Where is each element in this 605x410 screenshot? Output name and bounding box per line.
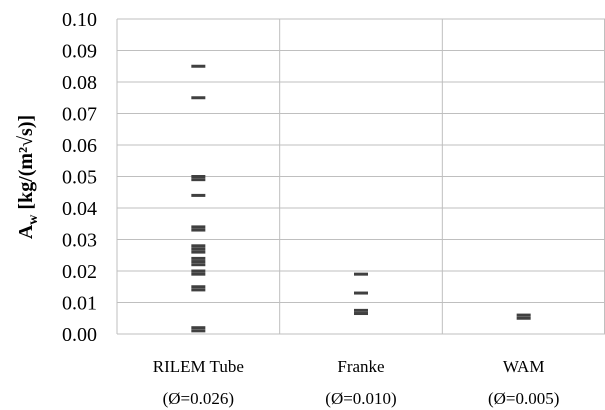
y-tick-label: 0.03 (62, 230, 97, 252)
gridlines (116, 18, 605, 335)
data-point-dash (191, 260, 206, 264)
data-point-dash (191, 256, 206, 260)
data-point-dash (191, 285, 206, 289)
data-point-dash (191, 269, 206, 273)
category-label: Franke (337, 357, 384, 376)
data-marks (191, 64, 531, 333)
data-point-dash (191, 326, 206, 330)
y-tick-label: 0.06 (62, 135, 97, 157)
y-tick-label: 0.08 (62, 72, 97, 94)
data-point-dash (191, 178, 206, 182)
category-note: (Ø=0.010) (325, 389, 396, 408)
data-point-dash (516, 313, 531, 317)
y-axis-label: Aw [kg/(m²√s)] (15, 115, 41, 239)
category-note: (Ø=0.026) (163, 389, 234, 408)
data-point-dash (191, 96, 206, 100)
y-tick-label: 0.10 (62, 9, 97, 31)
data-point-dash (191, 225, 206, 229)
data-point-dash (354, 312, 368, 316)
y-tick-label: 0.05 (62, 167, 97, 189)
y-tick-label: 0.04 (62, 198, 97, 220)
data-point-dash (191, 228, 206, 232)
data-point-dash (354, 308, 368, 312)
category-note: (Ø=0.005) (488, 389, 559, 408)
data-point-dash (191, 175, 206, 178)
data-point-dash (191, 272, 206, 276)
data-point-dash (191, 250, 206, 254)
data-point-dash (191, 288, 206, 292)
y-axis-label-rest: [kg/(m²√s)] (15, 115, 37, 215)
data-point-dash (191, 263, 206, 267)
data-point-dash (191, 247, 206, 251)
data-point-dash (516, 316, 531, 320)
data-point-dash (354, 291, 368, 295)
y-axis-label-main: A (15, 224, 37, 239)
y-tick-label: 0.07 (62, 104, 97, 126)
y-axis-label-sub: w (26, 214, 41, 225)
category-label: RILEM Tube (153, 357, 244, 376)
data-point-dash (354, 272, 368, 276)
y-tick-label: 0.09 (62, 41, 97, 63)
data-point-dash (191, 193, 206, 197)
data-point-dash (191, 329, 206, 333)
y-axis-ticks: 0.00 0.01 0.02 0.03 0.04 0.05 0.06 0.07 0.08 0.09… (62, 9, 97, 346)
data-point-dash (191, 244, 206, 248)
category-label: WAM (503, 357, 545, 376)
x-axis-categories: RILEM Tube (Ø=0.026) Franke (Ø=0.010) WAM (Ø=… (153, 357, 560, 408)
y-tick-label: 0.00 (62, 324, 97, 346)
y-tick-label: 0.01 (62, 293, 97, 315)
data-point-dash (191, 64, 206, 68)
y-tick-label: 0.02 (62, 261, 97, 283)
